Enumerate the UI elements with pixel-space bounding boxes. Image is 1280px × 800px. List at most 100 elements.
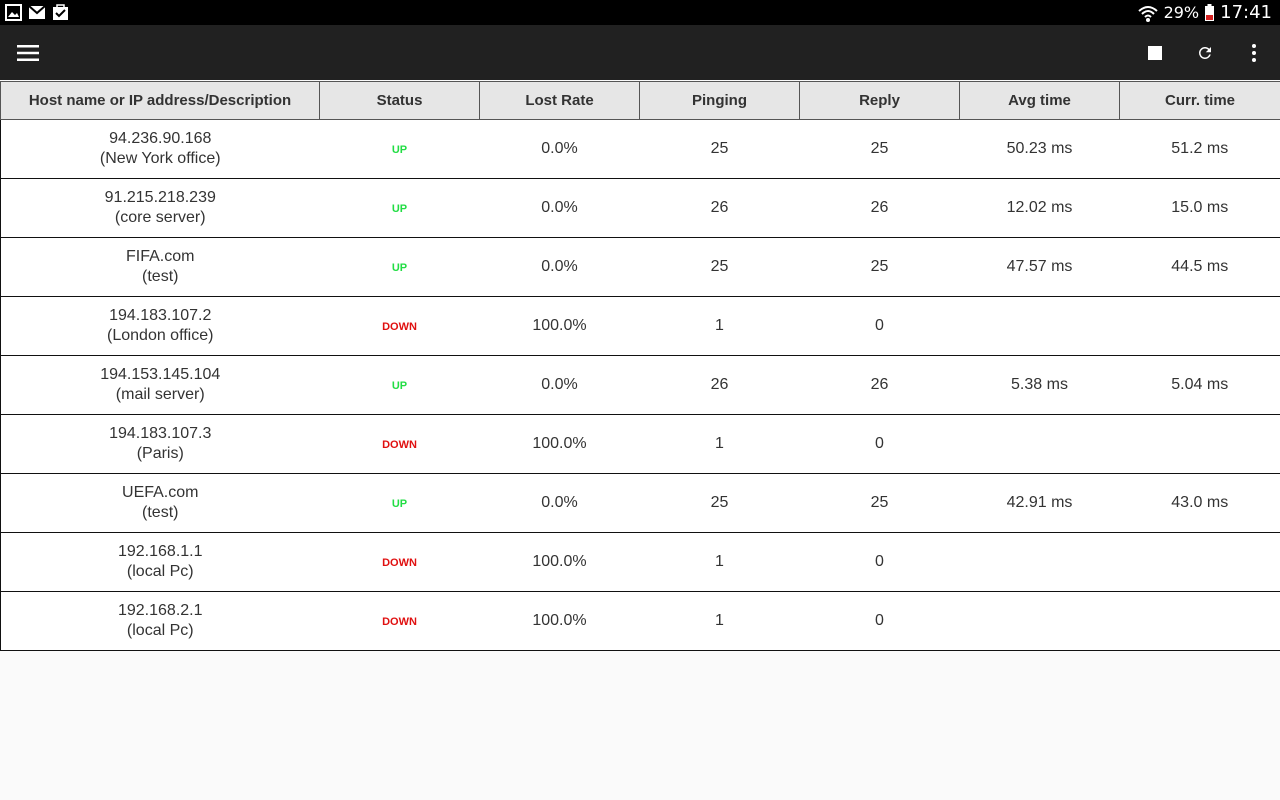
lost-rate-cell: 0.0% bbox=[479, 355, 640, 415]
more-vert-icon bbox=[1252, 43, 1256, 62]
status-badge: DOWN bbox=[382, 556, 417, 569]
battery-percent: 29% bbox=[1163, 3, 1200, 22]
refresh-button[interactable] bbox=[1181, 25, 1229, 80]
lost-rate-cell: 100.0% bbox=[479, 296, 640, 356]
table-row[interactable]: 91.215.218.239 (core server) UP 0.0% 26 26 12.… bbox=[0, 178, 1280, 238]
avg-time-cell: 50.23 ms bbox=[959, 119, 1120, 179]
pinging-cell: 1 bbox=[639, 532, 800, 592]
host-address: 194.153.145.104 bbox=[100, 366, 221, 383]
battery-icon bbox=[1205, 3, 1215, 21]
host-address: 194.183.107.3 bbox=[109, 425, 212, 442]
curr-time-cell bbox=[1119, 414, 1280, 474]
host-address: 192.168.2.1 bbox=[117, 602, 203, 619]
table-row[interactable]: 194.153.145.104 (mail server) UP 0.0% 26 26 5.… bbox=[0, 355, 1280, 415]
reply-cell: 25 bbox=[799, 237, 960, 297]
column-header-curr-time[interactable]: Curr. time bbox=[1119, 81, 1280, 120]
status-badge: UP bbox=[391, 261, 408, 274]
avg-time-cell bbox=[959, 296, 1120, 356]
stop-button[interactable] bbox=[1131, 25, 1179, 80]
avg-time-cell: 47.57 ms bbox=[959, 237, 1120, 297]
column-header-lost-rate[interactable]: Lost Rate bbox=[479, 81, 640, 120]
host-cell: UEFA.com (test) bbox=[0, 473, 320, 533]
host-description: (local Pc) bbox=[126, 563, 194, 580]
status-cell: DOWN bbox=[319, 414, 480, 474]
status-badge: UP bbox=[391, 379, 408, 392]
image-icon bbox=[5, 4, 22, 21]
host-cell: 192.168.2.1 (local Pc) bbox=[0, 591, 320, 651]
lost-rate-cell: 0.0% bbox=[479, 178, 640, 238]
avg-time-cell: 12.02 ms bbox=[959, 178, 1120, 238]
table-row[interactable]: 194.183.107.3 (Paris) DOWN 100.0% 1 0 bbox=[0, 414, 1280, 474]
reply-cell: 26 bbox=[799, 178, 960, 238]
table-row[interactable]: 194.183.107.2 (London office) DOWN 100.0% 1 0 bbox=[0, 296, 1280, 356]
host-cell: 94.236.90.168 (New York office) bbox=[0, 119, 320, 179]
status-cell: UP bbox=[319, 178, 480, 238]
curr-time-cell bbox=[1119, 532, 1280, 592]
host-cell: 192.168.1.1 (local Pc) bbox=[0, 532, 320, 592]
hosts-table: Host name or IP address/Description Stat… bbox=[0, 81, 1280, 651]
table-row[interactable]: UEFA.com (test) UP 0.0% 25 25 42.91 ms 43.0 ms bbox=[0, 473, 1280, 533]
reply-cell: 25 bbox=[799, 119, 960, 179]
status-badge: UP bbox=[391, 143, 408, 156]
table-row[interactable]: FIFA.com (test) UP 0.0% 25 25 47.57 ms 44.5 ms bbox=[0, 237, 1280, 297]
lost-rate-cell: 100.0% bbox=[479, 591, 640, 651]
pinging-cell: 26 bbox=[639, 178, 800, 238]
menu-button[interactable] bbox=[4, 25, 52, 80]
reply-cell: 0 bbox=[799, 591, 960, 651]
reply-cell: 0 bbox=[799, 296, 960, 356]
pinging-cell: 25 bbox=[639, 119, 800, 179]
column-header-status[interactable]: Status bbox=[319, 81, 480, 120]
pinging-cell: 26 bbox=[639, 355, 800, 415]
status-cell: DOWN bbox=[319, 591, 480, 651]
host-address: UEFA.com bbox=[122, 484, 199, 501]
column-header-reply[interactable]: Reply bbox=[799, 81, 960, 120]
menu-icon bbox=[17, 44, 39, 61]
host-description: (test) bbox=[142, 268, 179, 285]
app-toolbar bbox=[0, 25, 1280, 80]
curr-time-cell: 51.2 ms bbox=[1119, 119, 1280, 179]
host-cell: 194.153.145.104 (mail server) bbox=[0, 355, 320, 415]
clock: 17:41 bbox=[1220, 2, 1272, 23]
reply-cell: 0 bbox=[799, 414, 960, 474]
column-header-host[interactable]: Host name or IP address/Description bbox=[0, 81, 320, 120]
pinging-cell: 1 bbox=[639, 414, 800, 474]
status-badge: UP bbox=[391, 497, 408, 510]
host-description: (mail server) bbox=[115, 386, 205, 403]
system-status: 29% 17:41 bbox=[1137, 0, 1272, 25]
table-row[interactable]: 192.168.1.1 (local Pc) DOWN 100.0% 1 0 bbox=[0, 532, 1280, 592]
avg-time-cell bbox=[959, 532, 1120, 592]
table-row[interactable]: 94.236.90.168 (New York office) UP 0.0% 25 25… bbox=[0, 119, 1280, 179]
host-cell: 194.183.107.3 (Paris) bbox=[0, 414, 320, 474]
host-cell: 91.215.218.239 (core server) bbox=[0, 178, 320, 238]
curr-time-cell bbox=[1119, 591, 1280, 651]
curr-time-cell: 5.04 ms bbox=[1119, 355, 1280, 415]
table-row[interactable]: 192.168.2.1 (local Pc) DOWN 100.0% 1 0 bbox=[0, 591, 1280, 651]
host-address: 94.236.90.168 bbox=[109, 130, 212, 147]
stop-icon bbox=[1148, 45, 1162, 60]
host-cell: 194.183.107.2 (London office) bbox=[0, 296, 320, 356]
status-cell: UP bbox=[319, 473, 480, 533]
status-badge: UP bbox=[391, 202, 408, 215]
lost-rate-cell: 0.0% bbox=[479, 119, 640, 179]
lost-rate-cell: 0.0% bbox=[479, 473, 640, 533]
avg-time-cell: 5.38 ms bbox=[959, 355, 1120, 415]
lost-rate-cell: 100.0% bbox=[479, 414, 640, 474]
pinging-cell: 1 bbox=[639, 296, 800, 356]
curr-time-cell: 15.0 ms bbox=[1119, 178, 1280, 238]
column-header-avg-time[interactable]: Avg time bbox=[959, 81, 1120, 120]
more-options-button[interactable] bbox=[1230, 25, 1278, 80]
host-description: (London office) bbox=[107, 327, 214, 344]
column-header-pinging[interactable]: Pinging bbox=[639, 81, 800, 120]
pinging-cell: 25 bbox=[639, 237, 800, 297]
notification-icons bbox=[5, 4, 69, 21]
status-cell: DOWN bbox=[319, 532, 480, 592]
curr-time-cell bbox=[1119, 296, 1280, 356]
host-address: 194.183.107.2 bbox=[109, 307, 212, 324]
table-header-row: Host name or IP address/Description Stat… bbox=[0, 81, 1280, 120]
lost-rate-cell: 100.0% bbox=[479, 532, 640, 592]
avg-time-cell: 42.91 ms bbox=[959, 473, 1120, 533]
status-cell: UP bbox=[319, 355, 480, 415]
status-bar: 29% 17:41 bbox=[0, 0, 1280, 25]
curr-time-cell: 43.0 ms bbox=[1119, 473, 1280, 533]
refresh-icon bbox=[1198, 46, 1211, 59]
